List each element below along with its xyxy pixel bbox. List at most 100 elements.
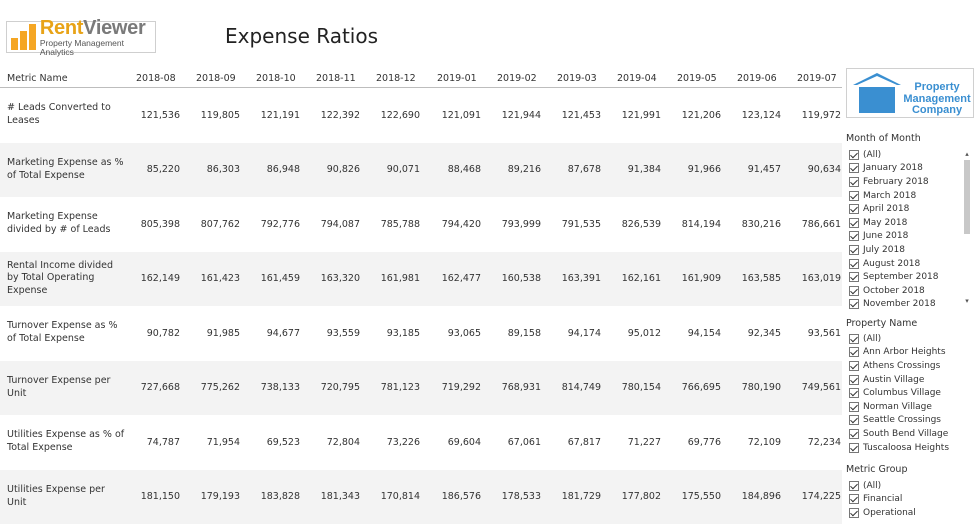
metric-name-cell: # Leads Converted to Leases (7, 102, 111, 127)
filter-option[interactable]: Operational (849, 506, 916, 520)
filter-option[interactable]: March 2018 (849, 189, 939, 203)
checkbox-checked-icon[interactable] (849, 415, 859, 426)
value-cell: 121,944 (501, 109, 541, 121)
checkbox-checked-icon[interactable] (849, 360, 859, 371)
checkbox-checked-icon[interactable] (849, 388, 859, 399)
metric-name-cell: Marketing Expense as % of Total Expense (7, 156, 124, 181)
checkbox-checked-icon[interactable] (849, 347, 859, 358)
value-cell: 121,536 (140, 109, 180, 121)
checkbox-checked-icon[interactable] (849, 190, 859, 201)
scroll-thumb[interactable] (964, 160, 970, 234)
checkbox-checked-icon[interactable] (849, 299, 859, 310)
filter-option[interactable]: Austin Village (849, 373, 949, 387)
filter-option-label: October 2018 (863, 285, 925, 296)
value-cell: 794,420 (441, 218, 481, 230)
checkbox-checked-icon[interactable] (849, 480, 859, 491)
filter-option[interactable]: Financial (849, 493, 916, 507)
month-header[interactable]: 2018-08 (136, 73, 176, 84)
month-header[interactable]: 2019-04 (617, 73, 657, 84)
filter-option-label: September 2018 (863, 272, 939, 283)
checkbox-checked-icon[interactable] (849, 272, 859, 283)
filter-option[interactable]: Seattle Crossings (849, 414, 949, 428)
value-cell: 179,193 (200, 491, 240, 503)
value-cell: 119,805 (200, 109, 240, 121)
value-cell: 181,729 (561, 491, 601, 503)
company-logo: Property Management Company (846, 68, 974, 118)
value-cell: 826,539 (621, 218, 661, 230)
checkbox-checked-icon[interactable] (849, 176, 859, 187)
checkbox-checked-icon[interactable] (849, 428, 859, 439)
metric-name-header[interactable]: Metric Name (7, 73, 68, 84)
value-cell: 94,154 (687, 327, 721, 339)
table-row: # Leads Converted to Leases 121,536 119,80… (0, 88, 842, 143)
filter-option[interactable]: Tuscaloosa Heights (849, 441, 949, 455)
filter-option[interactable]: November 2018 (849, 298, 939, 312)
filter-option[interactable]: May 2018 (849, 216, 939, 230)
checkbox-checked-icon[interactable] (849, 149, 859, 160)
scroll-up-icon[interactable]: ▴ (965, 150, 969, 158)
property-filter-title: Property Name (846, 318, 918, 329)
value-cell: 181,343 (320, 491, 360, 503)
checkbox-checked-icon[interactable] (849, 217, 859, 228)
value-cell: 738,133 (260, 382, 300, 394)
filter-option[interactable]: Norman Village (849, 400, 949, 414)
month-filter-list: (All) January 2018 February 2018 March 2018… (849, 148, 939, 311)
value-cell: 749,561 (801, 382, 841, 394)
value-cell: 74,787 (146, 436, 180, 448)
filter-option[interactable]: July 2018 (849, 243, 939, 257)
month-header[interactable]: 2019-06 (737, 73, 777, 84)
checkbox-checked-icon[interactable] (849, 507, 859, 518)
value-cell: 72,109 (747, 436, 781, 448)
filter-option[interactable]: September 2018 (849, 270, 939, 284)
value-cell: 69,523 (266, 436, 300, 448)
value-cell: 184,896 (741, 491, 781, 503)
table-row: Turnover Expense as % of Total Expense 90… (0, 306, 842, 361)
filter-option[interactable]: February 2018 (849, 175, 939, 189)
value-cell: 162,149 (140, 273, 180, 285)
filter-option[interactable]: Columbus Village (849, 386, 949, 400)
checkbox-checked-icon[interactable] (849, 231, 859, 242)
month-header[interactable]: 2018-10 (256, 73, 296, 84)
filter-option[interactable]: (All) (849, 148, 939, 162)
month-header[interactable]: 2019-07 (797, 73, 837, 84)
table-row: Rental Income divided by Total Operating… (0, 251, 842, 306)
table-row: Utilities Expense per Unit 181,150 179,193… (0, 469, 842, 524)
value-cell: 814,194 (681, 218, 721, 230)
filter-option[interactable]: January 2018 (849, 162, 939, 176)
value-cell: 792,776 (260, 218, 300, 230)
filter-option[interactable]: October 2018 (849, 284, 939, 298)
checkbox-checked-icon[interactable] (849, 401, 859, 412)
metric-name-cell: Turnover Expense per Unit (7, 374, 111, 399)
month-filter-scrollbar[interactable]: ▴ ▾ (963, 150, 971, 305)
value-cell: 161,909 (681, 273, 721, 285)
checkbox-checked-icon[interactable] (849, 494, 859, 505)
checkbox-checked-icon[interactable] (849, 163, 859, 174)
filter-option[interactable]: South Bend Village (849, 427, 949, 441)
checkbox-checked-icon[interactable] (849, 333, 859, 344)
value-cell: 88,468 (447, 164, 481, 176)
month-header[interactable]: 2019-03 (557, 73, 597, 84)
month-header[interactable]: 2019-02 (497, 73, 537, 84)
checkbox-checked-icon[interactable] (849, 258, 859, 269)
filter-option[interactable]: April 2018 (849, 202, 939, 216)
value-cell: 121,091 (441, 109, 481, 121)
month-header[interactable]: 2018-09 (196, 73, 236, 84)
month-header[interactable]: 2019-05 (677, 73, 717, 84)
filter-option[interactable]: (All) (849, 479, 916, 493)
month-header[interactable]: 2018-11 (316, 73, 356, 84)
month-header[interactable]: 2019-01 (437, 73, 477, 84)
month-header[interactable]: 2018-12 (376, 73, 416, 84)
value-cell: 72,804 (326, 436, 360, 448)
scroll-down-icon[interactable]: ▾ (965, 297, 969, 305)
checkbox-checked-icon[interactable] (849, 374, 859, 385)
filter-option[interactable]: Athens Crossings (849, 359, 949, 373)
filter-option[interactable]: Ann Arbor Heights (849, 346, 949, 360)
filter-option[interactable]: August 2018 (849, 257, 939, 271)
checkbox-checked-icon[interactable] (849, 442, 859, 453)
checkbox-checked-icon[interactable] (849, 204, 859, 215)
checkbox-checked-icon[interactable] (849, 285, 859, 296)
value-cell: 71,954 (206, 436, 240, 448)
filter-option[interactable]: (All) (849, 332, 949, 346)
filter-option[interactable]: June 2018 (849, 230, 939, 244)
checkbox-checked-icon[interactable] (849, 244, 859, 255)
